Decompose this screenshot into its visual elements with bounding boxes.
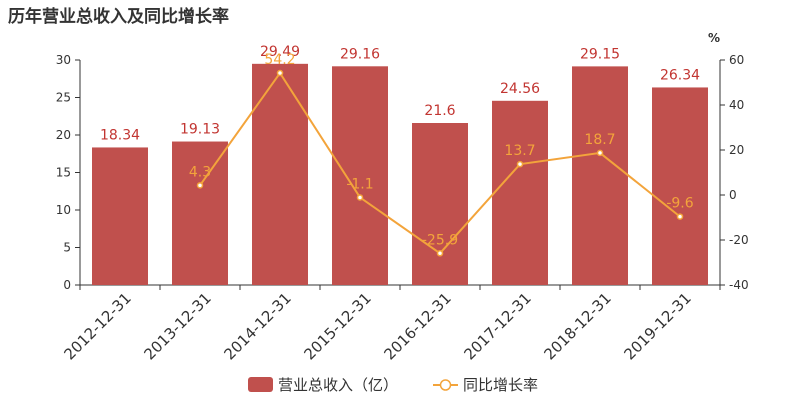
- line-labels-group: 4.3 54.2 -1.1 -25.9 13.7 18.7 -9.6: [189, 52, 694, 248]
- bars-group: [92, 63, 708, 286]
- line-group: [196, 69, 684, 257]
- bar[interactable]: [492, 100, 548, 285]
- x-tick-label: 2015-12-31: [300, 289, 374, 363]
- line-value-label: -9.6: [666, 196, 693, 212]
- bar-value-label: 24.56: [500, 81, 540, 97]
- y-left-tick-label: 20: [56, 128, 71, 142]
- bar[interactable]: [572, 66, 628, 285]
- y-left-tick-label: 5: [63, 241, 71, 255]
- line-point[interactable]: [596, 149, 604, 157]
- y-right-tick-label: 60: [729, 53, 744, 67]
- y-right-tick-label: -40: [729, 278, 749, 292]
- bar-value-label: 18.34: [100, 127, 140, 143]
- line-value-label: -25.9: [422, 232, 458, 248]
- line-point[interactable]: [356, 194, 364, 201]
- x-tick-label: 2017-12-31: [460, 289, 534, 363]
- bar-labels-group: 18.34 19.13 29.49 29.16 21.6 24.56 29.15 26.34: [100, 44, 700, 144]
- line-value-label: 54.2: [264, 52, 295, 68]
- y-left-tick-label: 25: [56, 91, 71, 105]
- x-tick-label: 2014-12-31: [220, 289, 294, 363]
- bar-value-label: 29.15: [580, 46, 620, 62]
- y-left-tick-label: 30: [56, 53, 71, 67]
- axes-group: 0 5 10 15 20 25 30 -40 -20 0 20 40 60%: [56, 31, 749, 292]
- y-left-tick-label: 10: [56, 203, 71, 217]
- bar-value-label: 26.34: [660, 67, 700, 83]
- line-point[interactable]: [516, 160, 524, 168]
- legend-line-marker: [439, 379, 452, 391]
- bar[interactable]: [332, 66, 388, 285]
- legend-bar-swatch[interactable]: [248, 377, 273, 392]
- x-ticks-group: 2012-12-31 2013-12-31 2014-12-31 2015-12-31…: [60, 285, 721, 363]
- legend-line-label[interactable]: 同比增长率: [463, 376, 538, 394]
- bar-value-label: 19.13: [180, 122, 220, 138]
- y-right-tick-label: 0: [729, 188, 737, 202]
- line-value-label: 18.7: [584, 132, 615, 148]
- x-tick-label: 2018-12-31: [540, 289, 614, 363]
- y-right-unit: %: [708, 31, 720, 45]
- x-tick-label: 2016-12-31: [380, 289, 454, 363]
- y-right-tick-label: 40: [729, 98, 744, 112]
- chart-title: 历年营业总收入及同比增长率: [8, 7, 229, 27]
- bar[interactable]: [92, 147, 148, 285]
- bar-value-label: 29.16: [340, 46, 380, 62]
- y-right-tick-label: -20: [729, 233, 749, 247]
- line-value-label: 4.3: [189, 164, 211, 180]
- bar[interactable]: [652, 87, 708, 285]
- line-point[interactable]: [276, 69, 284, 77]
- bar[interactable]: [252, 63, 308, 286]
- line-point[interactable]: [196, 182, 204, 189]
- line-point[interactable]: [676, 213, 684, 220]
- line-value-label: -1.1: [346, 176, 373, 192]
- bar[interactable]: [412, 123, 468, 285]
- bar-value-label: 29.49: [260, 44, 300, 60]
- y-left-tick-label: 0: [63, 278, 71, 292]
- x-tick-label: 2013-12-31: [140, 289, 214, 363]
- x-tick-label: 2019-12-31: [620, 289, 694, 363]
- line-value-label: 13.7: [504, 143, 535, 159]
- line-point[interactable]: [436, 250, 444, 257]
- y-right-tick-label: 20: [729, 143, 744, 157]
- x-tick-label: 2012-12-31: [60, 289, 134, 363]
- y-left-tick-label: 15: [56, 166, 71, 180]
- bar-value-label: 21.6: [424, 103, 455, 119]
- bar[interactable]: [172, 141, 228, 285]
- legend-group: 营业总收入（亿） 同比增长率: [248, 376, 538, 394]
- legend-bar-label[interactable]: 营业总收入（亿）: [278, 376, 398, 394]
